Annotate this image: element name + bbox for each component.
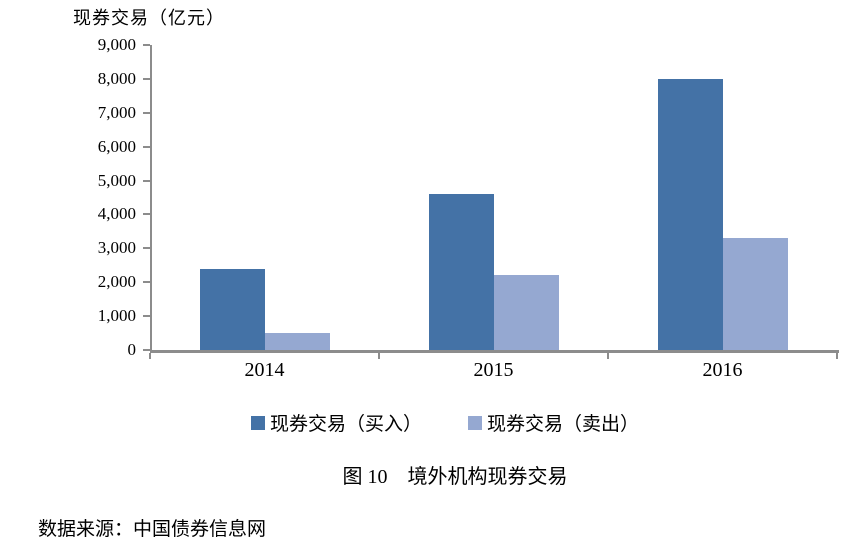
y-axis-tick [143,281,150,284]
bar-buy-2015 [428,194,494,350]
bar-sell-2015 [493,275,559,350]
x-axis-label-2015: 2015 [473,359,514,381]
bar-buy-2016 [657,79,723,350]
x-axis-tick [836,353,838,359]
legend-swatch-sell [468,415,482,430]
plot-area [150,45,839,353]
legend-label-buy: 现券交易（买入） [269,414,422,435]
x-axis-label-2016: 2016 [702,359,743,381]
x-axis-label-2014: 2014 [244,359,285,381]
legend-item-buy: 现券交易（买入） [250,409,422,436]
y-axis-tick [143,315,150,318]
y-axis-tick [143,145,150,148]
y-axis-label: 3,000 [97,238,136,258]
y-axis-label: 8,000 [97,68,136,88]
y-axis-label: 0 [127,340,137,359]
x-axis-tick [149,353,151,359]
x-axis-tick [607,353,609,359]
y-axis-tick [143,77,150,80]
y-axis-label: 4,000 [97,204,136,224]
chart-axis-title: 现券交易（亿元） [73,8,225,28]
y-axis-label: 6,000 [97,136,136,156]
legend-swatch-buy [250,415,265,430]
bar-sell-2014 [264,333,330,350]
y-axis-label: 7,000 [97,102,136,122]
y-axis-label: 1,000 [97,306,136,326]
legend-label-sell: 现券交易（卖出） [487,414,640,435]
figure-caption: 图 10 境外机构现券交易 [342,466,568,488]
y-axis-tick [143,111,150,114]
y-axis-tick [143,247,150,250]
legend: 现券交易（买入） 现券交易（卖出） [48,409,842,436]
y-axis-tick [143,349,150,351]
y-axis-tick [143,44,150,46]
y-axis-label: 2,000 [97,272,136,292]
y-axis-tick [143,213,150,216]
legend-item-sell: 现券交易（卖出） [468,409,639,436]
y-axis-tick [143,179,150,182]
bar-buy-2014 [199,269,265,350]
y-axis-label: 9,000 [97,35,136,54]
data-source: 数据来源：中国债券信息网 [38,519,267,540]
y-axis-label: 5,000 [97,170,136,190]
x-axis-tick [378,353,380,359]
bar-sell-2016 [722,238,788,350]
